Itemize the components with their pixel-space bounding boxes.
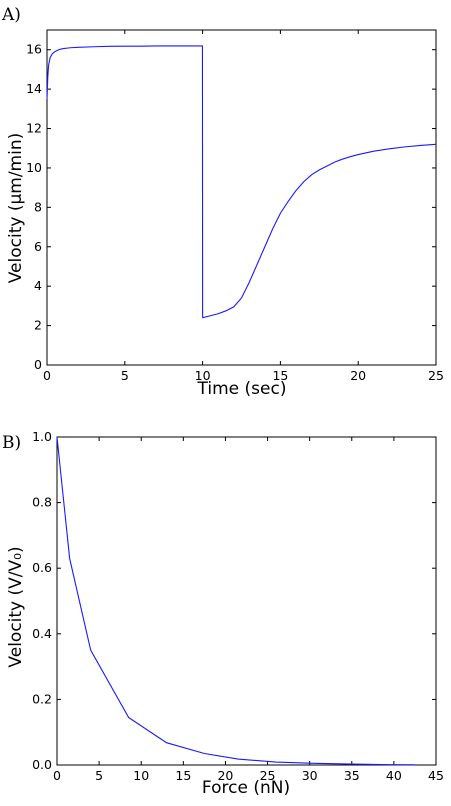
chart-b-xtick-label: 5 [95,768,103,783]
chart-a-ytick-label: 16 [26,42,42,57]
chart-a-plot-frame [46,29,437,366]
chart-a-xtick-label: 5 [121,368,129,383]
chart-b-xtick-label: 25 [260,768,276,783]
chart-b-xtick-label: 15 [175,768,191,783]
chart-a-ytick-label: 12 [26,121,42,136]
chart-b-ytick-label: 0.6 [32,560,52,575]
chart-a-ylabel: Velocity (μm/min) [6,133,26,284]
chart-a-xlabel: Time (sec) [197,379,287,399]
chart-a-xtick-label: 10 [195,368,211,383]
chart-b-xtick-label: 40 [386,768,402,783]
chart-b-xlabel: Force (nN) [202,778,290,798]
chart-a-ytick-label: 4 [34,278,42,293]
chart-b-xtick-label: 45 [428,768,444,783]
chart-a-ytick-label: 2 [34,318,42,333]
panel-b-label: B) [2,433,21,453]
chart-b-series-line [56,436,415,766]
chart-b-plot-frame [56,436,437,766]
chart-a-ytick-label: 8 [34,199,42,214]
chart-b: 0 5 10 15 20 25 30 35 40 45 0.0 0.2 0.4 0.6 0.8 1.0 [32,429,444,783]
chart-b-ytick-label: 0.8 [32,495,52,510]
chart-a-ytick-label: 6 [34,239,42,254]
chart-a-xtick-label: 15 [272,368,288,383]
chart-b-xtick-label: 35 [344,768,360,783]
chart-b-ytick-label: 0.2 [32,691,52,706]
chart-b-xtick-label: 20 [217,768,233,783]
chart-a-series-line [46,45,437,319]
chart-b-ylabel: Velocity (V/V₀) [6,546,26,667]
chart-b-ytick-label: 0.4 [32,626,52,641]
chart-b-ytick-label: 0.0 [32,757,52,772]
chart-a-ytick-label: 10 [26,160,42,175]
chart-a-ytick-label: 14 [26,81,42,96]
chart-b-xtick-label: 10 [133,768,149,783]
chart-b-xtick-label: 0 [53,768,61,783]
chart-a-ytick-label: 0 [34,357,42,372]
chart-a-xtick-label: 25 [428,368,444,383]
chart-a: 0 5 10 15 20 25 0 2 4 6 8 10 12 14 16 [26,29,444,383]
panel-a-label: A) [1,5,21,25]
chart-b-ytick-label: 1.0 [32,429,52,444]
chart-a-xtick-label: 20 [350,368,366,383]
chart-b-xtick-label: 30 [302,768,318,783]
chart-a-xtick-label: 0 [43,368,51,383]
